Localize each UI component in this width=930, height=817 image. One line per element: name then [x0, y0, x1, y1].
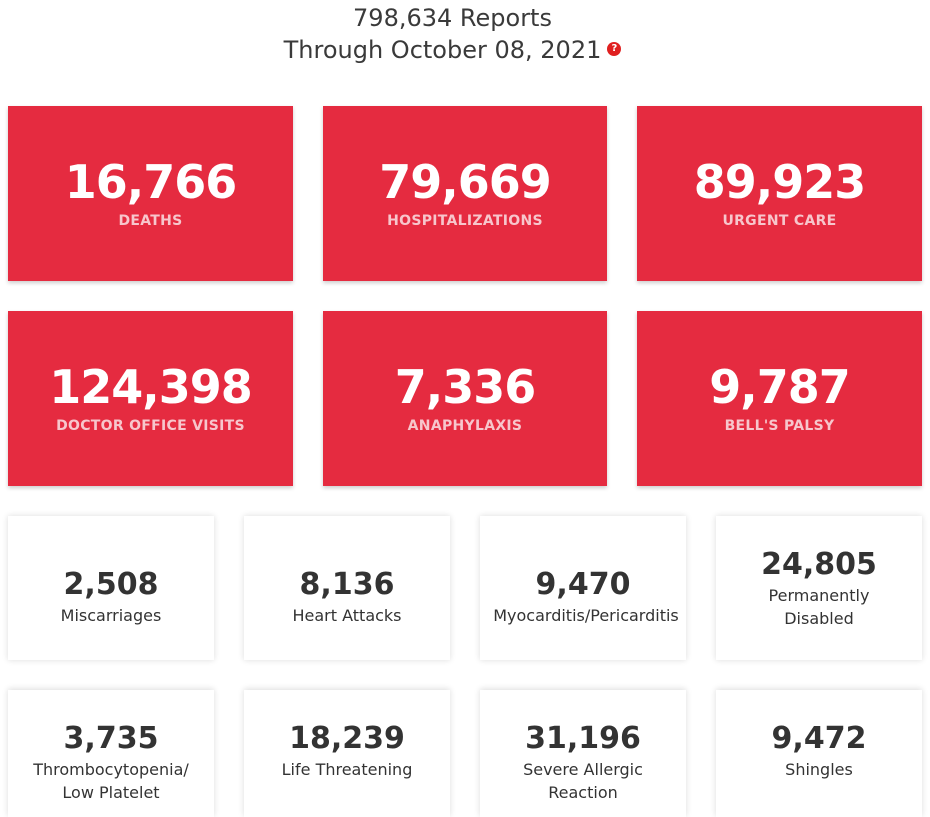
- stat-value: 31,196: [525, 721, 641, 756]
- stat-value: 79,669: [379, 155, 552, 209]
- stat-card-doctor-office-visits: 124,398 DOCTOR OFFICE VISITS: [8, 311, 293, 486]
- report-date: Through October 08, 2021: [283, 36, 602, 64]
- report-date-line: Through October 08, 2021?: [0, 36, 905, 64]
- stat-label-line-2: Reaction: [548, 783, 618, 802]
- stat-value: 24,805: [761, 547, 877, 582]
- stat-value: 3,735: [63, 721, 159, 756]
- help-icon[interactable]: ?: [607, 42, 622, 56]
- stat-label-line-1: Permanently: [768, 586, 870, 605]
- stat-label: Miscarriages: [60, 606, 162, 625]
- stat-label-line-1: Severe Allergic: [523, 760, 643, 779]
- report-count: 798,634 Reports: [353, 4, 552, 32]
- stat-card-heart-attacks: 8,136 Heart Attacks: [244, 516, 450, 660]
- stat-card-bells-palsy: 9,787 BELL'S PALSY: [637, 311, 922, 486]
- stat-label: DOCTOR OFFICE VISITS: [56, 418, 245, 434]
- stat-label: Myocarditis/Pericarditis: [493, 606, 679, 625]
- stat-value: 9,470: [535, 567, 631, 602]
- stat-label: BELL'S PALSY: [724, 418, 835, 434]
- stat-card-permanently-disabled: 24,805 Permanently Disabled: [716, 516, 922, 660]
- stat-label-line-2: Low Platelet: [62, 783, 160, 802]
- stat-card-life-threatening: 18,239 Life Threatening: [244, 690, 450, 817]
- stat-label: URGENT CARE: [722, 213, 837, 229]
- stat-card-miscarriages: 2,508 Miscarriages: [8, 516, 214, 660]
- stat-card-deaths: 16,766 DEATHS: [8, 106, 293, 281]
- stat-label: DEATHS: [118, 213, 183, 229]
- stat-card-anaphylaxis: 7,336 ANAPHYLAXIS: [323, 311, 607, 486]
- stat-label: Life Threatening: [281, 760, 413, 779]
- stat-label: ANAPHYLAXIS: [407, 418, 523, 434]
- stat-label: Heart Attacks: [292, 606, 402, 625]
- stat-value: 7,336: [394, 360, 537, 414]
- stat-card-urgent-care: 89,923 URGENT CARE: [637, 106, 922, 281]
- stat-card-thrombocytopenia: 3,735 Thrombocytopenia/ Low Platelet: [8, 690, 214, 817]
- stat-value: 89,923: [693, 155, 867, 209]
- stat-value: 9,472: [771, 721, 867, 756]
- stat-value: 124,398: [49, 360, 253, 414]
- stat-label: Shingles: [785, 760, 853, 779]
- stat-card-myocarditis: 9,470 Myocarditis/Pericarditis: [480, 516, 686, 660]
- stat-card-severe-allergic-reaction: 31,196 Severe Allergic Reaction: [480, 690, 686, 817]
- stat-value: 8,136: [299, 567, 395, 602]
- stat-label: HOSPITALIZATIONS: [387, 213, 543, 229]
- stat-card-shingles: 9,472 Shingles: [716, 690, 922, 817]
- stat-value: 16,766: [64, 155, 238, 209]
- stat-value: 18,239: [289, 721, 405, 756]
- stat-value: 2,508: [63, 567, 159, 602]
- stat-label-line-2: Disabled: [784, 609, 854, 628]
- stat-card-hospitalizations: 79,669 HOSPITALIZATIONS: [323, 106, 607, 281]
- stat-value: 9,787: [709, 360, 851, 414]
- stat-label-line-1: Thrombocytopenia/: [33, 760, 189, 779]
